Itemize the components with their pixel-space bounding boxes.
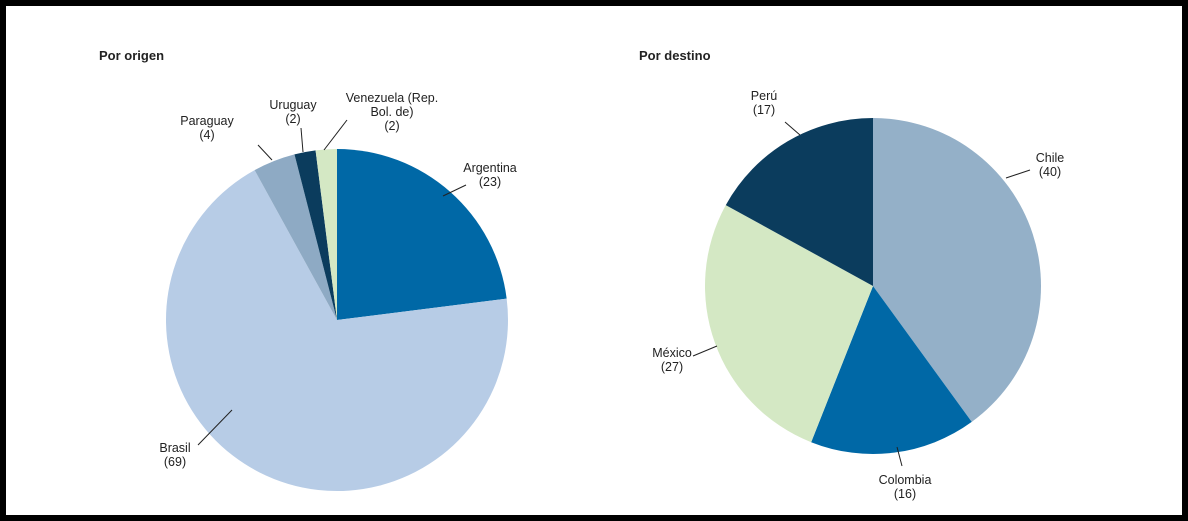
value-label: (27) bbox=[660, 360, 684, 374]
slice-label: Venezuela (Rep. Bol. de) (2) bbox=[345, 91, 440, 133]
pie-slice bbox=[166, 170, 509, 492]
pie-slice bbox=[337, 149, 507, 320]
slice-label: Uruguay (2) bbox=[246, 98, 341, 126]
leader-line bbox=[784, 121, 801, 136]
slice-label: Argentina (23) bbox=[443, 161, 538, 189]
chart-title: Por destino bbox=[639, 48, 711, 63]
category-label: Argentina bbox=[463, 161, 517, 175]
chart-title: Por origen bbox=[99, 48, 165, 63]
leader-line bbox=[1005, 169, 1031, 179]
slice-label: Chile (40) bbox=[1003, 151, 1098, 179]
category-label: Perú bbox=[750, 89, 778, 103]
value-label: (2) bbox=[285, 112, 301, 126]
value-label: (40) bbox=[1038, 165, 1062, 179]
charts bbox=[166, 118, 1041, 492]
category-label: Brasil bbox=[159, 441, 191, 455]
leader-line bbox=[896, 446, 903, 467]
leader-line bbox=[197, 409, 233, 446]
pie-slice bbox=[725, 118, 873, 286]
category-label: Paraguay bbox=[180, 114, 234, 128]
leader-line bbox=[300, 127, 304, 153]
value-label: (4) bbox=[199, 128, 215, 142]
leader-line bbox=[692, 345, 718, 357]
slice-label: México (27) bbox=[625, 346, 720, 374]
value-label: (2) bbox=[384, 119, 400, 133]
slice-label: Colombia (16) bbox=[858, 473, 953, 501]
slice-label: Perú (17) bbox=[717, 89, 812, 117]
value-label: (17) bbox=[752, 103, 776, 117]
slice-label: Brasil (69) bbox=[128, 441, 223, 469]
leader-line bbox=[442, 184, 467, 197]
pie-slice bbox=[254, 154, 337, 320]
pie-slice bbox=[704, 205, 873, 443]
category-label: Venezuela (Rep. Bol. de) bbox=[345, 91, 439, 119]
pie-slice bbox=[873, 118, 1041, 422]
leader-line bbox=[323, 119, 348, 151]
value-label: (23) bbox=[478, 175, 502, 189]
slice-label: Paraguay (4) bbox=[160, 114, 255, 142]
category-label: Colombia bbox=[878, 473, 932, 487]
pie-slice bbox=[811, 286, 972, 454]
category-label: Uruguay bbox=[269, 98, 317, 112]
value-label: (16) bbox=[893, 487, 917, 501]
category-label: México bbox=[652, 346, 692, 360]
leader-line bbox=[257, 144, 273, 161]
pie-slice bbox=[315, 149, 337, 320]
value-label: (69) bbox=[163, 455, 187, 469]
category-label: Chile bbox=[1035, 151, 1065, 165]
pie-slice bbox=[294, 150, 337, 320]
